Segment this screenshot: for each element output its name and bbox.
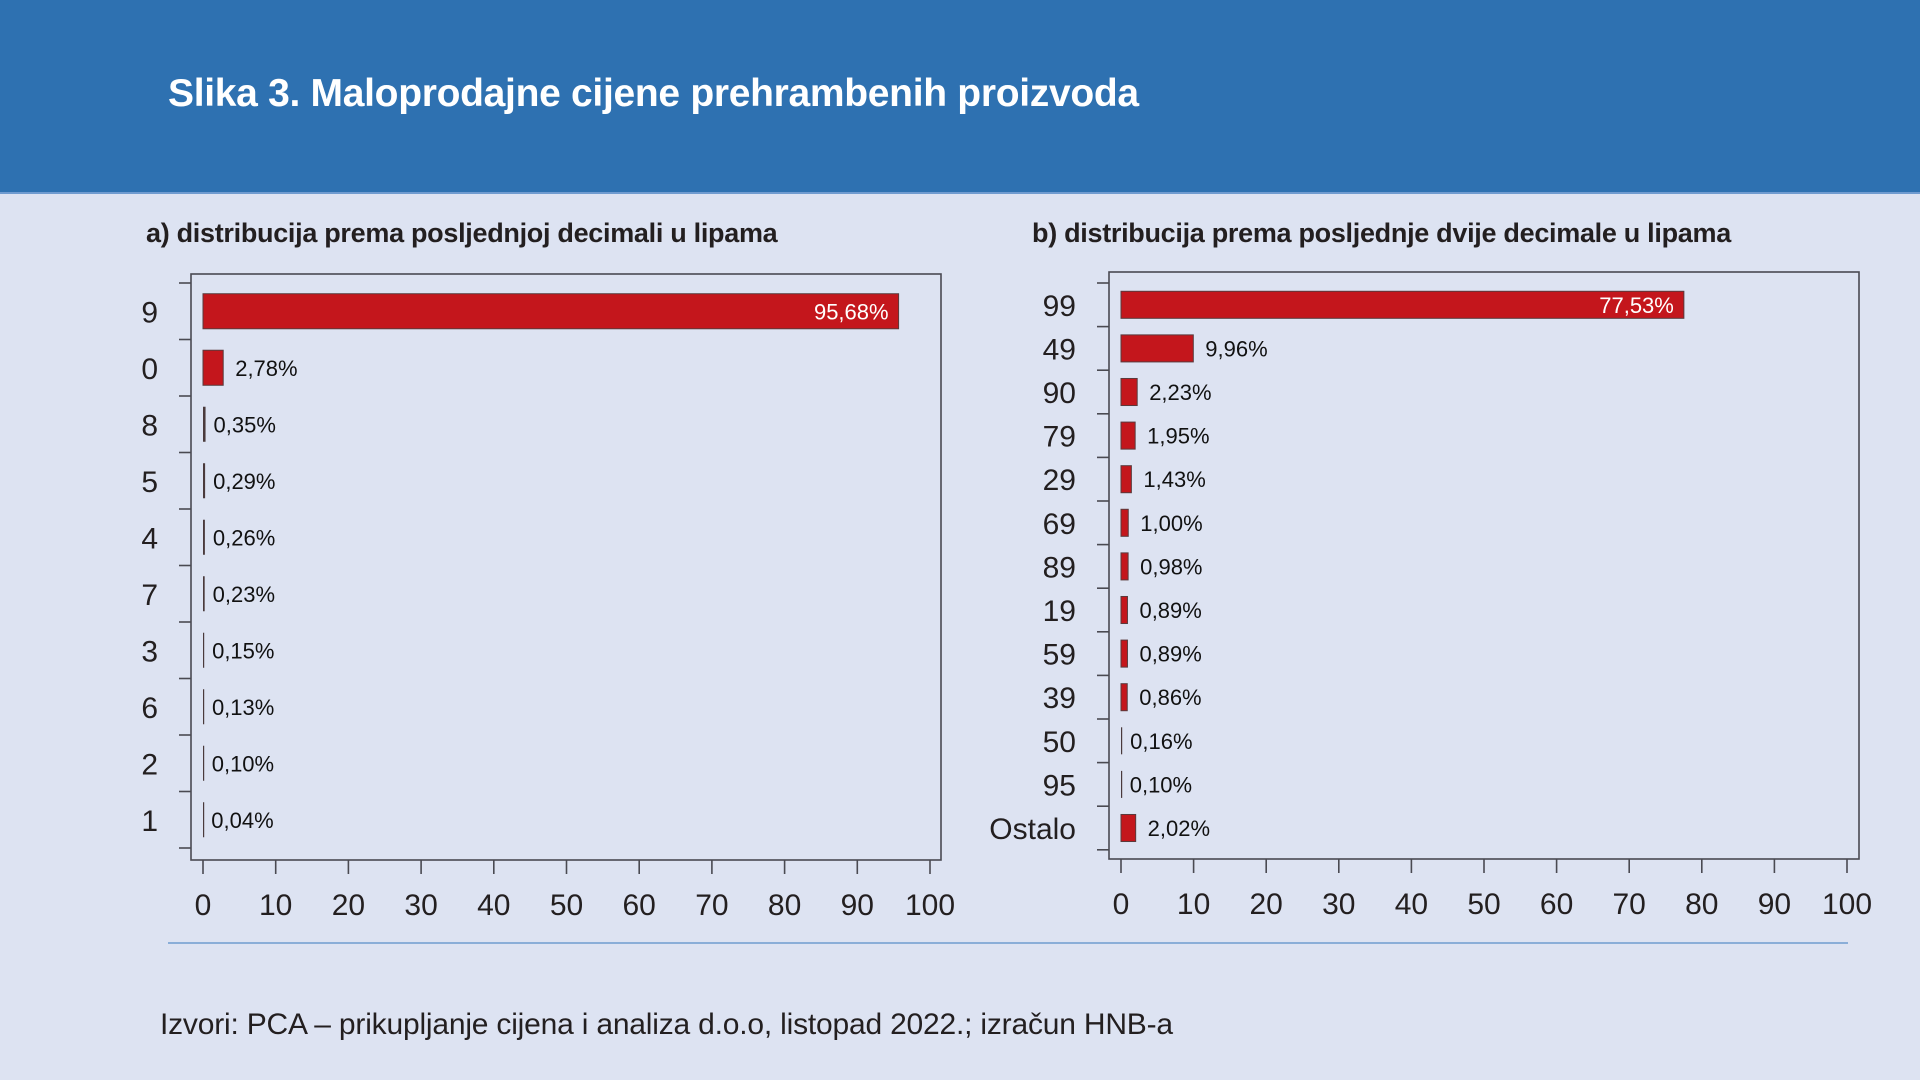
chart-a-title: a) distribucija prema posljednjoj decima… [146, 218, 778, 248]
value-label: 77,53% [1599, 293, 1674, 318]
category-label: 6 [141, 692, 158, 725]
category-label: 2 [141, 748, 158, 781]
x-tick-label: 10 [1177, 888, 1210, 921]
value-label: 0,10% [1130, 772, 1192, 797]
category-label: 49 [1043, 333, 1076, 366]
x-tick-label: 70 [695, 889, 728, 922]
bar-19 [1120, 595, 1128, 625]
source-note: Izvori: PCA – prikupljanje cijena i anal… [160, 1008, 1173, 1041]
value-label: 0,10% [212, 751, 274, 776]
x-tick-label: 80 [768, 889, 801, 922]
category-label: 99 [1043, 290, 1076, 323]
category-label: 39 [1043, 682, 1076, 715]
category-label: 69 [1043, 508, 1076, 541]
bar-Ostalo [1120, 813, 1137, 843]
bar-5 [203, 463, 206, 499]
x-tick-label: 20 [1250, 888, 1283, 921]
x-tick-label: 60 [1540, 888, 1573, 921]
separator-line [168, 942, 1848, 944]
bar-3 [203, 632, 205, 668]
value-label: 2,78% [235, 356, 297, 381]
bar-6 [203, 689, 205, 725]
x-tick-label: 90 [841, 889, 874, 922]
bar-59 [1120, 639, 1128, 668]
bar-29 [1120, 465, 1132, 494]
x-tick-label: 30 [1322, 888, 1355, 921]
value-label: 0,23% [213, 582, 275, 607]
x-tick-label: 60 [623, 889, 656, 922]
category-label: 7 [141, 579, 158, 612]
header-band: Slika 3. Maloprodajne cijene prehrambeni… [0, 0, 1920, 194]
category-label: 59 [1043, 639, 1076, 672]
value-label: 0,26% [213, 525, 275, 550]
value-label: 1,95% [1147, 424, 1209, 449]
x-tick-label: 30 [404, 889, 437, 922]
x-tick-label: 70 [1613, 888, 1646, 921]
value-label: 1,43% [1143, 467, 1205, 492]
bar-90 [1120, 377, 1138, 407]
category-label: 8 [141, 409, 158, 442]
bar-2 [203, 745, 205, 781]
value-label: 9,96% [1205, 336, 1267, 361]
category-label: 3 [141, 635, 158, 668]
value-label: 0,29% [213, 469, 275, 494]
bar-9 [202, 293, 900, 330]
x-tick-label: 50 [550, 889, 583, 922]
category-label: 89 [1043, 551, 1076, 584]
bar-95 [1121, 770, 1123, 798]
bar-39 [1120, 683, 1128, 712]
category-label: 4 [141, 522, 158, 555]
x-tick-label: 100 [1822, 888, 1872, 921]
x-tick-label: 20 [332, 889, 365, 922]
chart-b-title: b) distribucija prema posljednje dvije d… [1032, 218, 1731, 248]
value-label: 0,04% [211, 808, 273, 833]
bar-8 [203, 406, 206, 442]
value-label: 0,89% [1139, 598, 1201, 623]
category-label: 19 [1043, 595, 1076, 628]
value-label: 2,02% [1148, 816, 1210, 841]
value-label: 0,89% [1139, 642, 1201, 667]
x-tick-label: 90 [1758, 888, 1791, 921]
x-tick-label: 0 [1113, 888, 1130, 921]
bar-1 [203, 802, 205, 838]
category-label: 1 [141, 805, 158, 838]
x-tick-label: 0 [195, 889, 212, 922]
bar-0 [202, 349, 224, 386]
value-label: 0,86% [1139, 685, 1201, 710]
x-tick-label: 80 [1685, 888, 1718, 921]
category-label: 0 [141, 353, 158, 386]
bar-7 [203, 576, 205, 612]
bar-99 [1120, 290, 1685, 319]
bar-50 [1121, 727, 1123, 755]
value-label: 0,13% [212, 695, 274, 720]
x-tick-label: 40 [477, 889, 510, 922]
figure-title: Slika 3. Maloprodajne cijene prehrambeni… [168, 72, 1139, 115]
bar-4 [203, 519, 205, 555]
category-label: 50 [1043, 726, 1076, 759]
category-label: 90 [1043, 377, 1076, 410]
value-label: 0,98% [1140, 554, 1202, 579]
bar-79 [1120, 421, 1136, 450]
category-label: Ostalo [989, 813, 1076, 846]
bar-89 [1120, 552, 1129, 581]
value-label: 2,23% [1149, 380, 1211, 405]
category-label: 5 [141, 466, 158, 499]
x-tick-label: 50 [1467, 888, 1500, 921]
bar-69 [1120, 508, 1129, 537]
value-label: 1,00% [1140, 511, 1202, 536]
value-label: 0,15% [212, 638, 274, 663]
value-label: 95,68% [814, 299, 889, 324]
category-label: 9 [141, 296, 158, 329]
category-label: 29 [1043, 464, 1076, 497]
value-label: 0,16% [1130, 729, 1192, 754]
x-tick-label: 40 [1395, 888, 1428, 921]
x-tick-label: 100 [905, 889, 955, 922]
category-label: 95 [1043, 769, 1076, 802]
category-label: 79 [1043, 421, 1076, 454]
value-label: 0,35% [214, 412, 276, 437]
x-tick-label: 10 [259, 889, 292, 922]
bar-49 [1120, 334, 1194, 363]
